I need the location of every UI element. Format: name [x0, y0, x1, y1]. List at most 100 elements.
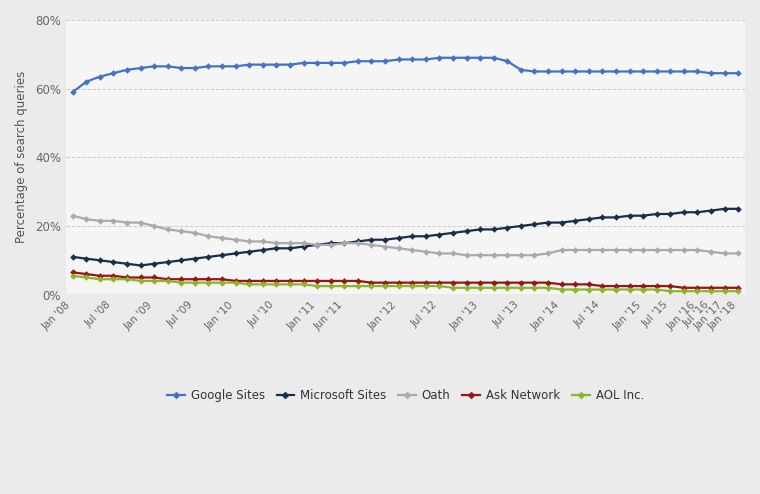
Microsoft Sites: [381, 237, 390, 243]
Ask Network: [367, 280, 376, 286]
Oath: [109, 218, 118, 224]
Google Sites: [462, 55, 471, 61]
Microsoft Sites: [476, 226, 485, 232]
Ask Network: [109, 273, 118, 279]
Microsoft Sites: [367, 237, 376, 243]
AOL Inc.: [462, 285, 471, 291]
AOL Inc.: [448, 285, 458, 291]
Google Sites: [584, 69, 594, 75]
Google Sites: [95, 74, 104, 80]
Google Sites: [516, 67, 525, 73]
AOL Inc.: [625, 287, 634, 292]
Oath: [340, 240, 349, 246]
Microsoft Sites: [435, 232, 444, 238]
Oath: [707, 249, 716, 255]
Microsoft Sites: [598, 214, 607, 220]
Google Sites: [231, 63, 240, 69]
Google Sites: [611, 69, 620, 75]
Oath: [394, 246, 403, 251]
Microsoft Sites: [516, 223, 525, 229]
Oath: [367, 242, 376, 248]
Microsoft Sites: [245, 249, 254, 255]
Ask Network: [571, 282, 580, 288]
AOL Inc.: [476, 285, 485, 291]
Ask Network: [258, 278, 268, 284]
AOL Inc.: [190, 280, 199, 286]
AOL Inc.: [381, 283, 390, 289]
Microsoft Sites: [353, 239, 363, 245]
Oath: [272, 240, 281, 246]
Microsoft Sites: [571, 218, 580, 224]
Oath: [150, 223, 159, 229]
Oath: [462, 252, 471, 258]
Google Sites: [489, 55, 499, 61]
Oath: [136, 220, 145, 226]
Oath: [190, 230, 199, 236]
Google Sites: [136, 65, 145, 71]
Line: Google Sites: Google Sites: [71, 56, 740, 94]
Oath: [81, 216, 90, 222]
Ask Network: [557, 282, 566, 288]
Google Sites: [733, 70, 743, 76]
Ask Network: [245, 278, 254, 284]
Ask Network: [421, 280, 430, 286]
Microsoft Sites: [150, 261, 159, 267]
AOL Inc.: [245, 282, 254, 288]
AOL Inc.: [733, 288, 743, 294]
Ask Network: [516, 280, 525, 286]
Ask Network: [204, 276, 213, 282]
AOL Inc.: [177, 280, 186, 286]
Microsoft Sites: [679, 209, 689, 215]
Oath: [679, 247, 689, 253]
Ask Network: [95, 273, 104, 279]
Google Sites: [190, 65, 199, 71]
Microsoft Sites: [557, 220, 566, 226]
Google Sites: [571, 69, 580, 75]
AOL Inc.: [502, 285, 511, 291]
Oath: [326, 242, 335, 248]
AOL Inc.: [516, 285, 525, 291]
Oath: [489, 252, 499, 258]
Ask Network: [625, 283, 634, 289]
Oath: [299, 240, 308, 246]
AOL Inc.: [543, 285, 553, 291]
Line: Oath: Oath: [71, 213, 740, 257]
Line: AOL Inc.: AOL Inc.: [71, 274, 740, 293]
Google Sites: [68, 89, 78, 95]
Oath: [530, 252, 539, 258]
Google Sites: [150, 63, 159, 69]
Google Sites: [81, 79, 90, 85]
Oath: [381, 244, 390, 249]
Microsoft Sites: [326, 240, 335, 246]
Oath: [611, 247, 620, 253]
Oath: [571, 247, 580, 253]
Oath: [312, 242, 321, 248]
Google Sites: [407, 56, 416, 62]
Ask Network: [584, 282, 594, 288]
Ask Network: [122, 275, 131, 281]
Microsoft Sites: [109, 259, 118, 265]
Microsoft Sites: [312, 242, 321, 248]
Google Sites: [109, 70, 118, 76]
Y-axis label: Percentage of search queries: Percentage of search queries: [15, 71, 28, 244]
Google Sites: [204, 63, 213, 69]
Ask Network: [638, 283, 648, 289]
AOL Inc.: [407, 283, 416, 289]
AOL Inc.: [666, 288, 675, 294]
Oath: [584, 247, 594, 253]
Oath: [733, 250, 743, 256]
Microsoft Sites: [421, 233, 430, 239]
Oath: [598, 247, 607, 253]
Ask Network: [190, 276, 199, 282]
Oath: [285, 240, 294, 246]
Oath: [245, 239, 254, 245]
Google Sites: [476, 55, 485, 61]
AOL Inc.: [136, 278, 145, 284]
Microsoft Sites: [204, 254, 213, 260]
Microsoft Sites: [190, 255, 199, 261]
AOL Inc.: [163, 278, 173, 284]
Ask Network: [394, 280, 403, 286]
Google Sites: [122, 67, 131, 73]
Ask Network: [326, 278, 335, 284]
AOL Inc.: [95, 276, 104, 282]
